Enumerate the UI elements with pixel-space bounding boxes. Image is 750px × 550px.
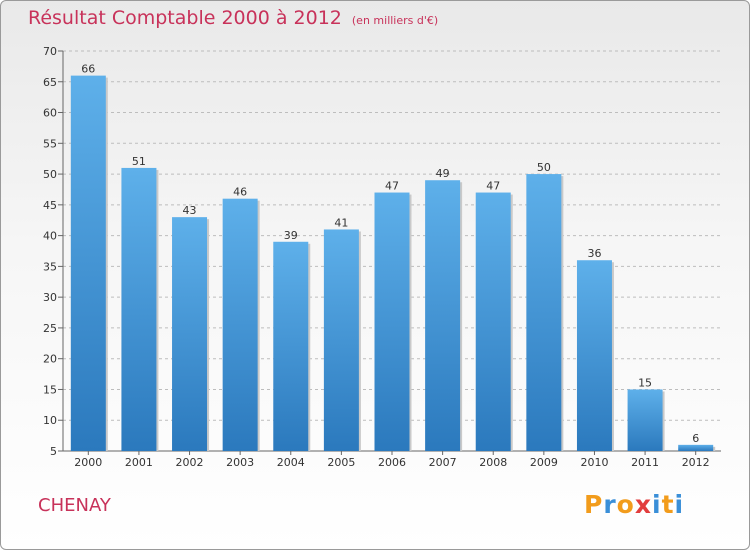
logo-letter: t (661, 490, 675, 519)
x-tick-label-2009: 2009 (530, 456, 558, 469)
chart-title-unit: (en milliers d'€) (351, 14, 439, 27)
city-name: CHENAY (38, 495, 111, 516)
logo-letter: r (603, 490, 617, 519)
y-tick-label-35: 35 (43, 260, 57, 273)
value-label-2001: 51 (132, 155, 146, 168)
x-tick-label-2010: 2010 (580, 456, 608, 469)
value-label-2009: 50 (537, 161, 551, 174)
x-tick-label-2001: 2001 (125, 456, 153, 469)
x-tick-label-2005: 2005 (327, 456, 355, 469)
logo-letter: i (652, 490, 662, 519)
bar-2002 (172, 217, 208, 451)
bar-layer (70, 75, 716, 452)
y-tick-label-5: 5 (50, 445, 57, 458)
value-label-2003: 46 (233, 186, 247, 199)
bar-2010 (576, 260, 612, 451)
logo-letter: P (584, 490, 604, 519)
y-tick-label-10: 10 (43, 414, 57, 427)
x-tick-label-2007: 2007 (429, 456, 457, 469)
bar-2008 (475, 192, 511, 452)
x-tick-label-2004: 2004 (277, 456, 305, 469)
logo-letter: i (674, 490, 685, 519)
proxiti-logo[interactable]: Proxiti (584, 490, 684, 519)
value-label-2007: 49 (436, 167, 450, 180)
bar-2012 (678, 444, 714, 451)
bar-2004 (273, 241, 309, 451)
chart-title-main: Résultat Comptable 2000 à 2012 (28, 7, 342, 29)
bar-2001 (121, 167, 157, 451)
y-tick-label-15: 15 (43, 383, 57, 396)
value-label-2010: 36 (587, 247, 601, 260)
y-tick-label-40: 40 (43, 230, 57, 243)
bar-2009 (526, 174, 562, 452)
value-label-2004: 39 (284, 229, 298, 242)
bar-2000 (70, 75, 106, 451)
y-tick-label-55: 55 (43, 137, 57, 150)
x-tick-label-2003: 2003 (226, 456, 254, 469)
value-label-2000: 66 (81, 63, 95, 76)
x-tick-label-2000: 2000 (74, 456, 102, 469)
y-tick-label-70: 70 (43, 45, 57, 58)
y-tick-label-25: 25 (43, 322, 57, 335)
x-tick-label-2011: 2011 (631, 456, 659, 469)
x-tick-label-2006: 2006 (378, 456, 406, 469)
logo-letter: x (634, 490, 652, 519)
value-label-2005: 41 (334, 216, 348, 229)
bar-2003 (222, 198, 258, 451)
value-label-2006: 47 (385, 180, 399, 193)
bar-2006 (374, 192, 410, 452)
value-label-2011: 15 (638, 376, 652, 389)
bar-2011 (627, 389, 663, 451)
y-tick-label-65: 65 (43, 76, 57, 89)
x-tick-label-2012: 2012 (682, 456, 710, 469)
x-tick-label-2008: 2008 (479, 456, 507, 469)
y-tick-label-50: 50 (43, 168, 57, 181)
bar-2005 (323, 229, 359, 451)
y-tick-label-60: 60 (43, 107, 57, 120)
label-layer: 66 2000 51 2001 43 2002 46 2003 39 2004 41 2005 47 20… (74, 63, 709, 469)
x-tick-label-2002: 2002 (176, 456, 204, 469)
y-tick-label-45: 45 (43, 199, 57, 212)
value-label-2012: 6 (692, 432, 699, 445)
chart-title: Résultat Comptable 2000 à 2012 (en millie… (28, 7, 438, 29)
y-tick-label-20: 20 (43, 353, 57, 366)
y-tick-label-30: 30 (43, 291, 57, 304)
value-label-2002: 43 (183, 204, 197, 217)
bar-2007 (425, 180, 461, 451)
logo-letter: o (616, 490, 635, 519)
value-label-2008: 47 (486, 180, 500, 193)
